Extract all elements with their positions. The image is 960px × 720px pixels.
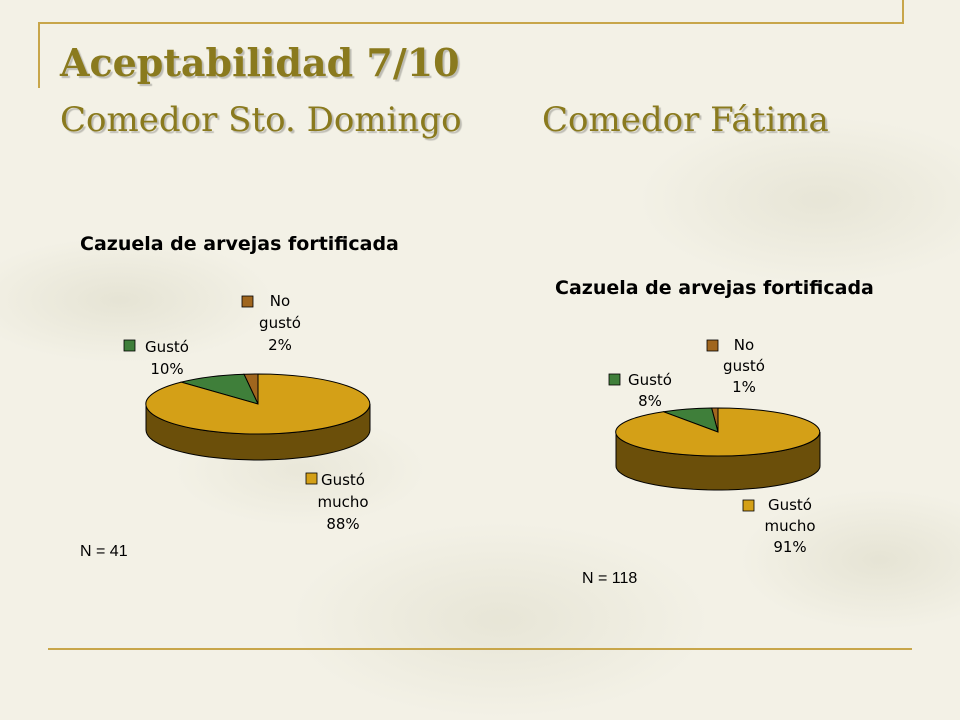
legend-swatch-gusto-mucho	[742, 499, 755, 512]
data-label-no-gusto: 1%	[732, 378, 756, 396]
legend-swatch-no-gusto	[241, 295, 254, 308]
data-label-no-gusto: No	[270, 292, 290, 310]
slide-title: Aceptabilidad 7/10	[60, 40, 460, 85]
legend-swatch-gusto	[123, 339, 136, 352]
data-label-gusto-mucho: Gustó	[321, 471, 365, 489]
data-label-gusto-mucho: Gustó	[768, 496, 812, 514]
pie-slice-gusto-mucho	[615, 407, 821, 457]
pie-slice-gusto-mucho	[145, 373, 371, 435]
data-label-gusto: 8%	[638, 392, 662, 410]
frame-bottom-line	[48, 648, 912, 650]
legend-swatch-gusto	[608, 373, 621, 386]
legend-swatch-no-gusto	[706, 339, 719, 352]
subtitle-fatima: Comedor Fátima	[542, 100, 829, 140]
chart-title: Cazuela de arvejas fortificada	[80, 233, 399, 255]
frame-right-tick	[902, 0, 904, 24]
sample-size-label: N = 41	[80, 543, 128, 560]
data-label-no-gusto: gustó	[259, 314, 301, 332]
data-label-gusto-mucho: mucho	[317, 493, 368, 511]
data-label-gusto: 10%	[150, 360, 183, 378]
sample-size-label: N = 118	[582, 570, 637, 587]
data-label-no-gusto: No	[734, 336, 754, 354]
data-label-gusto-mucho: 88%	[326, 515, 359, 533]
chart-title: Cazuela de arvejas fortificada	[555, 277, 874, 299]
data-label-no-gusto: gustó	[723, 357, 765, 375]
frame-vertical-line	[38, 22, 40, 88]
data-label-gusto: Gustó	[628, 371, 672, 389]
legend-swatch-gusto-mucho	[305, 472, 318, 485]
data-label-no-gusto: 2%	[268, 336, 292, 354]
frame-top-line	[38, 22, 904, 24]
data-label-gusto: Gustó	[145, 338, 189, 356]
data-label-gusto-mucho: mucho	[764, 517, 815, 535]
subtitle-santo-domingo: Comedor Sto. Domingo	[60, 100, 462, 140]
data-label-gusto-mucho: 91%	[773, 538, 806, 556]
